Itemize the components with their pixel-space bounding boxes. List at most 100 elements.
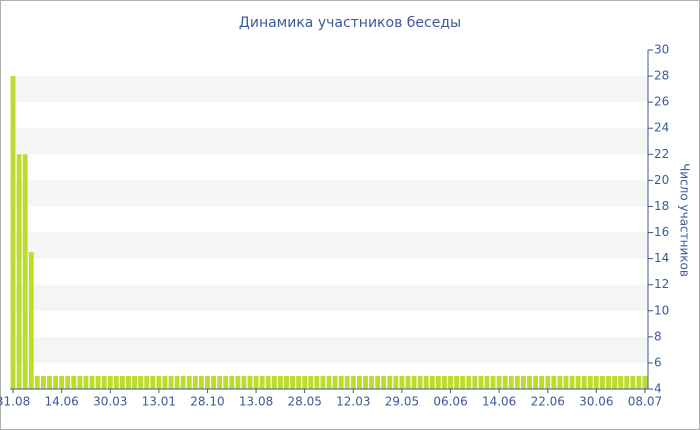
- bar: [211, 375, 216, 389]
- bar: [417, 375, 423, 389]
- y-tick-label: 10: [654, 303, 669, 317]
- bar: [514, 375, 520, 389]
- bar: [575, 375, 581, 389]
- bar: [314, 375, 320, 389]
- bar: [192, 375, 198, 389]
- bar: [132, 375, 137, 389]
- bar: [113, 375, 119, 389]
- bar: [89, 375, 95, 389]
- bar: [284, 375, 289, 389]
- chart-title: Динамика участников беседы: [239, 15, 461, 31]
- bar: [186, 375, 192, 389]
- y-tick-label: 8: [654, 329, 662, 343]
- bar: [490, 375, 496, 389]
- grid-band: [10, 284, 648, 311]
- bar: [10, 76, 16, 390]
- bar: [101, 375, 107, 389]
- x-tick-label: 14.06: [44, 395, 78, 409]
- bar: [290, 375, 295, 389]
- bar: [71, 375, 77, 389]
- y-tick-label: 12: [654, 277, 669, 291]
- bar: [235, 375, 241, 389]
- x-tick-label: 31.08: [0, 395, 30, 409]
- bar: [205, 375, 210, 389]
- bar: [363, 375, 368, 389]
- x-tick-label: 29.05: [385, 395, 419, 409]
- bar: [369, 375, 374, 389]
- x-tick-label: 30.06: [579, 395, 613, 409]
- bar: [508, 375, 514, 389]
- bar: [393, 375, 399, 389]
- bar: [551, 375, 557, 389]
- bar: [496, 375, 502, 389]
- bar: [138, 375, 144, 389]
- bar: [411, 375, 417, 389]
- bar: [442, 375, 447, 389]
- bar: [460, 375, 466, 389]
- bar: [65, 375, 71, 389]
- bar: [569, 375, 575, 389]
- bar: [253, 375, 259, 389]
- bar: [375, 375, 381, 389]
- bar: [563, 375, 569, 389]
- bar: [624, 375, 630, 389]
- bar: [162, 375, 168, 389]
- y-tick-label: 18: [654, 199, 669, 213]
- bar: [302, 375, 308, 389]
- grid-band: [10, 232, 648, 259]
- x-tick-label: 06.06: [433, 395, 467, 409]
- bar: [521, 375, 526, 389]
- bar: [630, 375, 636, 389]
- bar: [484, 375, 490, 389]
- y-tick-label: 26: [654, 95, 669, 109]
- bar: [22, 154, 28, 389]
- bar: [454, 375, 460, 389]
- bar: [107, 375, 113, 389]
- bar: [423, 375, 429, 389]
- y-tick-label: 14: [654, 251, 669, 265]
- bar: [326, 375, 332, 389]
- y-tick-label: 24: [654, 121, 669, 135]
- bar: [350, 375, 356, 389]
- bar: [229, 375, 235, 389]
- bar: [448, 375, 453, 389]
- bar: [387, 375, 393, 389]
- bar: [599, 375, 605, 389]
- x-tick-label: 13.08: [239, 395, 273, 409]
- bar: [308, 375, 314, 389]
- bar: [435, 375, 441, 389]
- bar: [612, 375, 618, 389]
- bar: [338, 375, 344, 389]
- bar: [34, 375, 40, 389]
- bar: [344, 375, 350, 389]
- bar: [223, 375, 229, 389]
- bar: [150, 375, 156, 389]
- bar: [241, 375, 247, 389]
- bar: [47, 375, 52, 389]
- bar: [539, 375, 545, 389]
- bar: [16, 154, 22, 389]
- grid-band: [10, 128, 648, 155]
- bar: [642, 375, 648, 389]
- bar: [296, 375, 302, 389]
- y-tick-label: 22: [654, 147, 669, 161]
- bar: [587, 375, 593, 389]
- bar: [156, 375, 162, 389]
- y-tick-label: 6: [654, 355, 662, 369]
- grid-band: [10, 336, 648, 363]
- x-tick-label: 14.06: [482, 395, 516, 409]
- bar: [271, 375, 277, 389]
- bar: [53, 375, 59, 389]
- bar: [593, 375, 599, 389]
- grid-band: [10, 180, 648, 207]
- y-axis-label: Число участников: [678, 163, 692, 277]
- bar: [636, 375, 642, 389]
- bar: [265, 375, 271, 389]
- x-tick-label: 12.03: [336, 395, 370, 409]
- bar: [356, 375, 362, 389]
- x-tick-label: 28.10: [190, 395, 224, 409]
- bar: [247, 375, 253, 389]
- y-tick-label: 28: [654, 69, 669, 83]
- grid-band: [10, 76, 648, 103]
